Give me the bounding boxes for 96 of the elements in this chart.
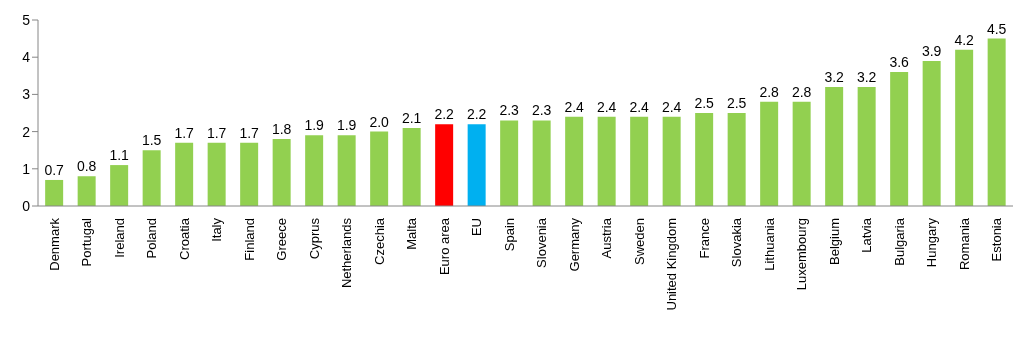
data-label: 1.9 — [304, 117, 325, 134]
x-tick-label: Luxembourg — [794, 218, 810, 291]
data-label: 1.7 — [174, 124, 195, 141]
bar — [597, 116, 616, 206]
bar — [857, 86, 876, 206]
bar — [792, 101, 811, 206]
bar — [565, 116, 584, 206]
bar — [272, 139, 291, 206]
data-label: 2.4 — [661, 98, 682, 115]
x-tick-label: United Kingdom — [664, 218, 680, 311]
x-tick-label: Poland — [144, 218, 160, 259]
bar — [175, 142, 194, 206]
x-tick-label: Spain — [501, 218, 517, 252]
data-label: 2.3 — [531, 102, 552, 119]
x-tick-label: Belgium — [826, 218, 842, 265]
data-label: 4.5 — [986, 20, 1007, 37]
x-tick-label: Czechia — [371, 217, 387, 265]
data-label: 4.2 — [954, 31, 975, 48]
bar — [890, 72, 909, 206]
x-tick-label: Slovakia — [729, 217, 745, 268]
data-label: 2.5 — [694, 95, 715, 111]
bar — [630, 116, 649, 206]
data-label: 1.7 — [206, 124, 227, 141]
x-tick-label: Hungary — [924, 217, 940, 268]
data-label: 2.1 — [401, 109, 422, 126]
bar — [922, 60, 941, 206]
x-tick-label: Bulgaria — [891, 217, 907, 266]
x-tick-label: Malta — [404, 217, 420, 250]
x-tick-label: France — [696, 218, 712, 259]
x-tick-label: Estonia — [989, 217, 1005, 262]
bar — [207, 142, 226, 206]
data-label: 2.4 — [596, 98, 617, 115]
data-label: 2.4 — [564, 98, 585, 115]
x-tick-label: EU — [469, 218, 485, 237]
bar — [142, 150, 161, 206]
bar — [727, 113, 746, 206]
data-label: 2.0 — [369, 113, 390, 130]
data-label: 2.8 — [791, 83, 812, 100]
x-tick-label: Denmark — [46, 217, 62, 271]
y-tick-label: 2 — [22, 123, 31, 140]
bar — [77, 176, 96, 206]
x-tick-label: Sweden — [631, 218, 647, 265]
y-tick-label: 4 — [22, 49, 31, 66]
data-label: 3.2 — [856, 68, 877, 85]
bar — [695, 113, 714, 206]
data-label: 1.8 — [271, 121, 292, 138]
bar — [370, 131, 389, 206]
x-tick-label: Lithuania — [761, 217, 777, 271]
y-tick-label: 3 — [22, 86, 31, 103]
data-label: 2.2 — [466, 106, 487, 123]
x-tick-label: Portugal — [79, 217, 95, 267]
bar — [402, 127, 421, 206]
bar — [240, 142, 259, 206]
x-tick-label: Greece — [274, 218, 290, 261]
bar — [662, 116, 681, 206]
x-tick-label: Ireland — [111, 218, 127, 258]
bar — [955, 49, 974, 206]
data-label: 1.7 — [239, 124, 260, 141]
data-label: 3.6 — [889, 54, 910, 71]
x-tick-label: Italy — [209, 217, 225, 242]
bar — [337, 135, 356, 206]
x-tick-label: Romania — [956, 217, 972, 271]
x-tick-label: Austria — [599, 217, 615, 259]
x-tick-label: Cyprus — [306, 217, 322, 260]
data-label: 1.5 — [141, 132, 162, 149]
bar — [110, 165, 129, 206]
x-tick-label: Netherlands — [339, 217, 355, 289]
data-label: 0.7 — [44, 161, 65, 178]
x-tick-label: Croatia — [176, 217, 192, 260]
y-tick-label: 5 — [22, 11, 31, 28]
data-label: 2.8 — [759, 83, 780, 100]
data-label: 3.2 — [824, 68, 845, 85]
data-label: 3.9 — [921, 42, 942, 59]
data-label: 1.9 — [336, 117, 357, 134]
x-tick-label: Euro area — [436, 217, 452, 276]
bar — [760, 101, 779, 206]
data-label: 0.8 — [76, 158, 97, 175]
bar — [467, 124, 486, 206]
y-tick-label: 0 — [22, 197, 31, 214]
data-label: 2.5 — [726, 95, 747, 111]
data-label: 2.3 — [499, 102, 520, 119]
x-tick-label: Finland — [241, 218, 257, 261]
bar — [435, 124, 454, 206]
x-tick-label: Germany — [566, 217, 582, 272]
data-label: 2.2 — [434, 106, 455, 123]
bar — [305, 135, 324, 206]
data-label: 2.4 — [629, 98, 650, 115]
bar — [500, 120, 519, 206]
bar — [45, 179, 64, 206]
bar — [532, 120, 551, 206]
y-tick-label: 1 — [22, 160, 31, 177]
bar — [987, 38, 1006, 206]
bar — [825, 86, 844, 206]
data-label: 1.1 — [109, 147, 130, 164]
x-tick-label: Slovenia — [534, 217, 550, 268]
x-tick-label: Latvia — [859, 217, 875, 253]
